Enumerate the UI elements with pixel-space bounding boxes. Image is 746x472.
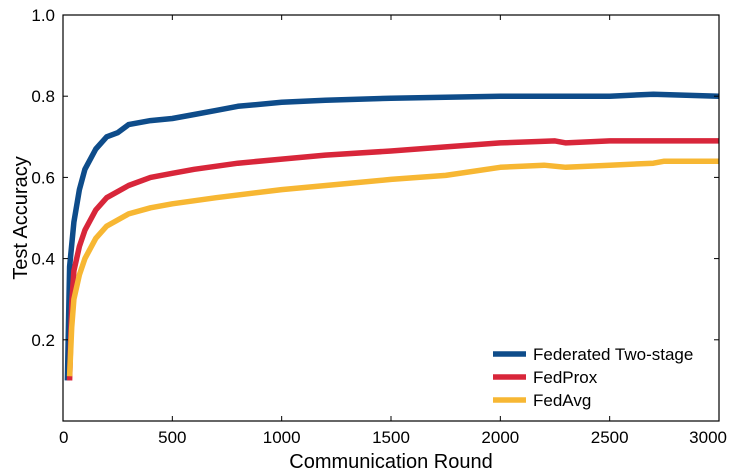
x-tick-label: 2500 bbox=[591, 428, 629, 447]
legend-label: Federated Two-stage bbox=[533, 345, 693, 364]
y-tick-label: 0.8 bbox=[31, 87, 55, 106]
x-axis-title: Communication Round bbox=[289, 451, 492, 472]
series-line-1 bbox=[66, 138, 719, 381]
y-tick-label: 0.4 bbox=[31, 250, 55, 269]
series-line-2 bbox=[66, 158, 719, 377]
legend-label: FedAvg bbox=[533, 391, 591, 410]
y-tick-label: 0.6 bbox=[31, 168, 55, 187]
series-layer bbox=[64, 91, 720, 381]
ticks-layer: 0 500 1000 1500 2000 2500 3000 0.2 0.4 0.6 0.8 1.0 bbox=[31, 6, 727, 447]
x-tick-label: 1500 bbox=[372, 428, 410, 447]
y-tick-label: 1.0 bbox=[31, 6, 55, 25]
series-line-0 bbox=[64, 91, 720, 381]
legend-label: FedProx bbox=[533, 368, 598, 387]
x-tick-label: 500 bbox=[158, 428, 186, 447]
legend: Federated Two-stage FedProx FedAvg bbox=[493, 345, 693, 410]
x-tick-label: 3000 bbox=[689, 428, 727, 447]
y-tick-label: 0.2 bbox=[31, 331, 55, 350]
x-tick-label: 1000 bbox=[263, 428, 301, 447]
y-axis-title: Test Accuracy bbox=[10, 156, 32, 279]
x-tick-label: 2000 bbox=[481, 428, 519, 447]
x-tick-label: 0 bbox=[59, 428, 68, 447]
